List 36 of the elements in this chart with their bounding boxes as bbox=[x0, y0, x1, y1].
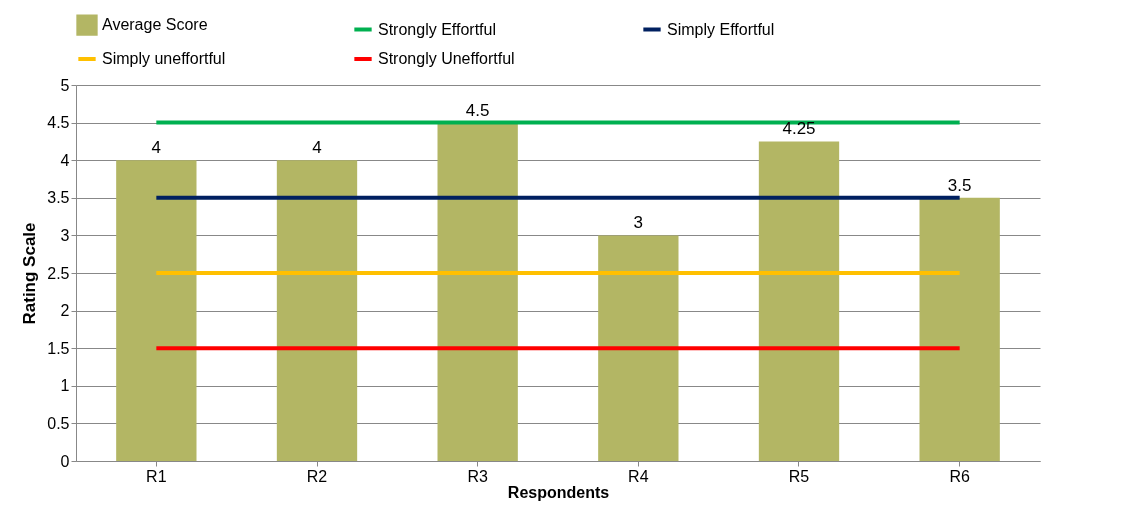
legend-label: Simply uneffortful bbox=[102, 50, 226, 67]
data-label: 4.25 bbox=[782, 119, 816, 139]
bar bbox=[276, 160, 358, 461]
y-tick-label: 3.5 bbox=[47, 189, 70, 207]
y-tick-label: 1.5 bbox=[47, 339, 70, 357]
data-label: 4 bbox=[312, 138, 322, 158]
bar bbox=[116, 160, 197, 461]
y-tick-label: 5 bbox=[60, 76, 70, 94]
bar bbox=[437, 122, 518, 461]
legend-label: Average Score bbox=[102, 16, 208, 34]
bar bbox=[919, 197, 1000, 461]
data-label: 3.5 bbox=[947, 175, 972, 195]
y-tick-label: 1 bbox=[60, 377, 70, 395]
y-tick-label: 4 bbox=[60, 151, 70, 169]
data-label: 4.5 bbox=[465, 100, 490, 120]
x-tick-label: R3 bbox=[467, 467, 488, 485]
bar bbox=[598, 235, 679, 461]
x-tick-label: R4 bbox=[628, 467, 649, 485]
legend-label: Strongly Effortful bbox=[378, 20, 496, 38]
y-axis-title: Rating Scale bbox=[20, 222, 40, 325]
y-tick-label: 0 bbox=[60, 452, 70, 470]
x-tick-label: R6 bbox=[949, 467, 970, 485]
data-label: 3 bbox=[633, 213, 644, 233]
data-label: 4 bbox=[151, 138, 162, 158]
legend-label: Strongly Uneffortful bbox=[378, 50, 515, 67]
bar bbox=[758, 141, 840, 461]
x-tick-label: R2 bbox=[306, 467, 328, 485]
y-tick-label: 3 bbox=[60, 226, 70, 244]
x-tick-label: R5 bbox=[788, 467, 810, 485]
x-axis-title: Respondents bbox=[507, 483, 610, 501]
y-tick-label: 2.5 bbox=[47, 264, 70, 282]
legend-label: Simply Effortful bbox=[667, 20, 775, 38]
y-tick-label: 0.5 bbox=[47, 414, 70, 432]
y-tick-label: 2 bbox=[60, 302, 70, 320]
x-tick-label: R1 bbox=[146, 467, 167, 485]
y-tick-label: 4.5 bbox=[47, 114, 70, 132]
